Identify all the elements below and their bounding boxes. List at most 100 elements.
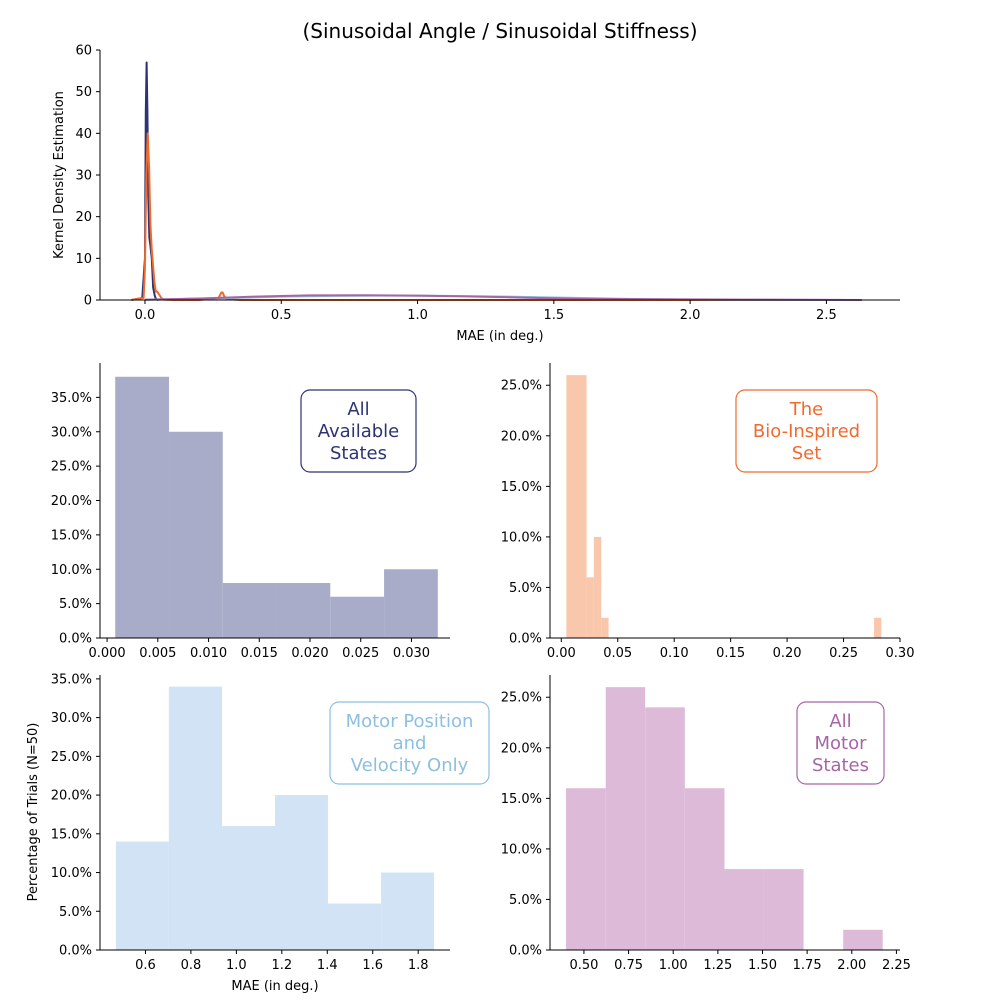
x-tick-label: 1.8 — [408, 958, 429, 973]
histogram-bar — [330, 596, 385, 638]
y-tick-label: 15.0% — [51, 528, 92, 543]
y-axis-label: Kernel Density Estimation — [52, 91, 67, 259]
x-tick-label: 0.5 — [271, 308, 292, 323]
y-tick-label: 30 — [75, 169, 92, 184]
y-tick-label: 20 — [75, 210, 92, 225]
y-tick-label: 20.0% — [51, 789, 92, 804]
x-tick-label: 0.30 — [886, 646, 915, 661]
y-tick-label: 5.0% — [509, 581, 542, 596]
histogram-bar — [115, 376, 169, 638]
histogram-bar — [222, 826, 275, 950]
x-tick-label: 1.0 — [407, 308, 428, 323]
histogram-bar — [601, 617, 609, 638]
x-tick-label: 1.6 — [362, 958, 383, 973]
y-tick-label: 0.0% — [509, 632, 542, 647]
y-tick-label: 40 — [75, 127, 92, 142]
legend-label-line: States — [330, 443, 387, 464]
axes-hist-bio-inspired: 0.00 0.05 0.10 0.15 0.20 0.25 0.30 0.0% 5.0% 10.0… — [501, 363, 915, 661]
x-tick-label: 0.00 — [547, 646, 576, 661]
x-tick-label: 1.4 — [317, 958, 338, 973]
x-tick-label: 0.010 — [190, 646, 227, 661]
y-tick-label: 30.0% — [51, 711, 92, 726]
y-tick-label: 35.0% — [51, 391, 92, 406]
legend-label-line: and — [393, 733, 427, 754]
y-tick-label: 35.0% — [51, 672, 92, 687]
axes-hist-all-available: 0.000 0.005 0.010 0.015 0.020 0.025 0.030 0.0% 5… — [51, 363, 450, 661]
x-tick-label: 2.0 — [680, 308, 701, 323]
x-tick-label: 0.025 — [342, 646, 379, 661]
histogram-bar — [586, 577, 594, 638]
histogram-bar — [724, 869, 764, 950]
axes-hist-motor-position-velocity: 0.6 0.8 1.0 1.2 1.4 1.6 1.8 0.0% 5.0% 10.0% 15.0% 2… — [51, 672, 490, 994]
histogram-bar — [276, 583, 331, 638]
y-tick-label: 50 — [75, 85, 92, 100]
y-tick-label: 25.0% — [51, 750, 92, 765]
x-tick-label: 0.10 — [660, 646, 689, 661]
histogram-bar — [605, 687, 646, 950]
legend-label-line: All — [829, 711, 851, 732]
y-tick-label: 20.0% — [51, 494, 92, 509]
x-tick-label: 0.000 — [88, 646, 125, 661]
histogram-bar — [384, 569, 438, 638]
histogram-bar — [275, 795, 328, 950]
histogram-bar — [645, 707, 685, 950]
x-tick-label: 0.0 — [135, 308, 156, 323]
histogram-bar — [168, 431, 223, 638]
x-tick-label: 1.25 — [703, 958, 732, 973]
legend-label-line: Motor Position — [346, 711, 474, 732]
x-tick-label: 0.15 — [716, 646, 745, 661]
x-tick-label: 1.75 — [793, 958, 822, 973]
histogram-bar — [168, 686, 223, 950]
y-tick-label: 25.0% — [51, 460, 92, 475]
x-tick-label: 2.5 — [816, 308, 837, 323]
histogram-bar — [843, 929, 883, 950]
x-tick-label: 0.030 — [393, 646, 430, 661]
x-axis-label: MAE (in deg.) — [231, 979, 318, 994]
x-tick-label: 2.25 — [882, 958, 911, 973]
x-tick-label: 0.75 — [614, 958, 643, 973]
y-tick-label: 0.0% — [59, 944, 92, 959]
legend-frame — [329, 701, 490, 785]
x-axis-label: MAE (in deg.) — [456, 329, 543, 344]
shared-y-axis-label: Percentage of Trials (N=50) — [26, 723, 41, 902]
kde-series-line — [131, 132, 854, 301]
axes-kde: 0.0 0.5 1.0 1.5 2.0 2.5 0 10 20 30 40 50 60 MAE (in d… — [52, 44, 900, 344]
x-tick-label: 1.0 — [226, 958, 247, 973]
x-tick-label: 0.50 — [569, 958, 598, 973]
figure-title: (Sinusoidal Angle / Sinusoidal Stiffness… — [302, 19, 697, 43]
x-tick-label: 0.25 — [829, 646, 858, 661]
histogram-bar — [222, 583, 277, 638]
x-tick-label: 0.8 — [181, 958, 202, 973]
y-tick-label: 0 — [84, 294, 92, 309]
y-tick-label: 5.0% — [59, 905, 92, 920]
x-tick-label: 1.2 — [271, 958, 292, 973]
y-tick-label: 15.0% — [501, 480, 542, 495]
legend-label-line: Bio-Inspired — [753, 421, 860, 442]
legend-label-line: States — [812, 755, 869, 776]
histogram-bar — [684, 788, 725, 950]
legend-frame — [300, 389, 417, 473]
y-tick-label: 25.0% — [501, 691, 542, 706]
histogram-bar — [593, 536, 602, 638]
x-tick-label: 0.20 — [773, 646, 802, 661]
y-tick-label: 10.0% — [51, 866, 92, 881]
y-tick-label: 25.0% — [501, 379, 542, 394]
y-tick-label: 10.0% — [501, 530, 542, 545]
y-tick-label: 15.0% — [51, 827, 92, 842]
y-tick-label: 60 — [75, 44, 92, 59]
histogram-bar — [763, 869, 804, 950]
legend-label-line: Available — [318, 421, 399, 442]
y-tick-label: 0.0% — [59, 632, 92, 647]
y-tick-label: 15.0% — [501, 792, 542, 807]
x-tick-label: 1.5 — [543, 308, 564, 323]
legend-label-line: Motor — [814, 733, 867, 754]
histogram-bar — [327, 903, 382, 950]
x-tick-label: 0.020 — [291, 646, 328, 661]
y-tick-label: 20.0% — [501, 741, 542, 756]
y-tick-label: 10.0% — [501, 842, 542, 857]
legend-label-line: Velocity Only — [351, 755, 469, 776]
